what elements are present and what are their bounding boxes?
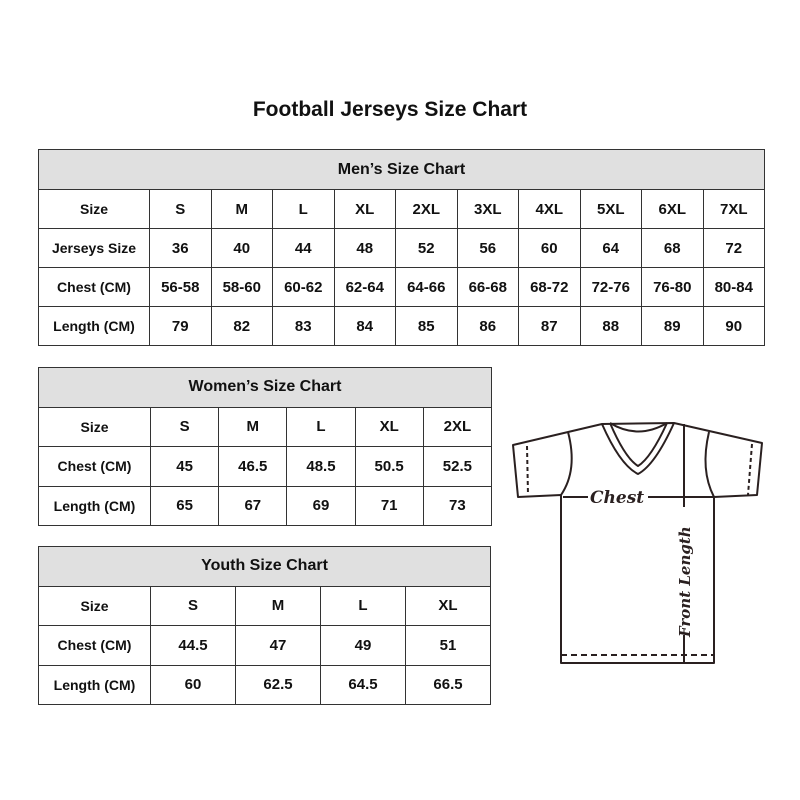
table-cell: 66-68 [456,267,519,307]
table-cell: 49 [320,625,406,666]
row-label: Chest (CM) [38,625,151,666]
table-cell: 60-62 [272,267,335,307]
table-cell: 68-72 [518,267,581,307]
row-label: Size [38,585,151,626]
row-label: Length (CM) [38,485,151,526]
table-cell: 36 [149,228,212,268]
table-row: Jerseys Size 36 40 44 48 52 56 60 64 68 72 [38,228,765,268]
table-cell: 66.5 [405,664,491,705]
table-cell: S [149,406,220,447]
table-row: Size S M L XL [38,585,491,626]
table-cell: L [272,189,335,229]
table-cell: 44.5 [150,625,236,666]
table-cell: 87 [518,306,581,346]
table-cell: 48 [333,228,396,268]
table-cell: XL [333,189,396,229]
table-row: Length (CM) 60 62.5 64.5 66.5 [38,664,491,705]
table-cell: 60 [518,228,581,268]
youth-size-table: Youth Size Chart Size S M L XL Chest (CM) 44.5 4… [38,546,491,705]
sleeve-seam-left [560,431,573,496]
table-cell: 47 [235,625,321,666]
jersey-outline [512,422,763,664]
table-cell: 82 [210,306,273,346]
table-heading: Men’s Size Chart [38,149,765,190]
table-cell: 50.5 [354,446,424,487]
table-cell: 60 [150,664,236,705]
table-cell: 80-84 [702,267,765,307]
table-cell: 73 [422,485,493,526]
collar-inner [609,422,668,467]
table-cell: M [218,406,288,447]
table-cell: 67 [218,485,288,526]
table-cell: 68 [641,228,704,268]
table-row: Size S M L XL 2XL 3XL 4XL 5XL 6XL 7XL [38,189,765,229]
table-cell: 72-76 [579,267,642,307]
table-cell: 6XL [641,189,704,229]
table-cell: 2XL [422,406,493,447]
table-heading: Youth Size Chart [38,546,491,587]
table-cell: XL [354,406,424,447]
table-cell: 88 [579,306,642,346]
table-cell: 76-80 [641,267,704,307]
sleeve-hem-right [747,443,753,496]
table-row: Size S M L XL 2XL [38,406,493,447]
table-cell: 44 [272,228,335,268]
table-cell: 56-58 [149,267,212,307]
collar [601,422,675,475]
mens-size-table: Men’s Size Chart Size S M L XL 2XL 3XL 4XL 5XL 6XL… [38,149,765,346]
table-cell: L [286,406,356,447]
table-cell: 85 [395,306,458,346]
page-title: Football Jerseys Size Chart [252,98,528,121]
womens-size-table: Women’s Size Chart Size S M L XL 2XL Chest (CM)… [38,367,493,526]
table-cell: 79 [149,306,212,346]
table-cell: M [235,585,321,626]
row-label: Chest (CM) [38,446,151,487]
table-cell: 71 [354,485,424,526]
table-cell: L [320,585,406,626]
table-cell: 65 [149,485,220,526]
table-cell: 40 [210,228,273,268]
table-cell: 52.5 [422,446,493,487]
sleeve-hem-left [526,445,529,496]
table-cell: 45 [149,446,220,487]
table-cell: 69 [286,485,356,526]
table-cell: 62-64 [333,267,396,307]
table-row: Length (CM) 79 82 83 84 85 86 87 88 89 90 [38,306,765,346]
table-cell: S [150,585,236,626]
row-label: Size [38,406,151,447]
table-cell: 7XL [702,189,765,229]
table-cell: 62.5 [235,664,321,705]
table-cell: 90 [702,306,765,346]
table-cell: 84 [333,306,396,346]
row-label: Jerseys Size [38,228,150,268]
chest-label: Chest [590,488,644,508]
table-row: Chest (CM) 44.5 47 49 51 [38,625,491,666]
front-length-label: Front Length [676,526,694,638]
table-cell: XL [405,585,491,626]
table-cell: 5XL [579,189,642,229]
row-label: Size [38,189,150,229]
table-row: Length (CM) 65 67 69 71 73 [38,485,493,526]
neck-back [609,422,668,433]
table-cell: 51 [405,625,491,666]
table-cell: 64.5 [320,664,406,705]
table-row: Chest (CM) 45 46.5 48.5 50.5 52.5 [38,446,493,487]
sleeve-seam-right [704,431,715,498]
row-label: Length (CM) [38,306,150,346]
table-heading: Women’s Size Chart [38,367,492,408]
table-cell: 86 [456,306,519,346]
table-cell: 48.5 [286,446,356,487]
